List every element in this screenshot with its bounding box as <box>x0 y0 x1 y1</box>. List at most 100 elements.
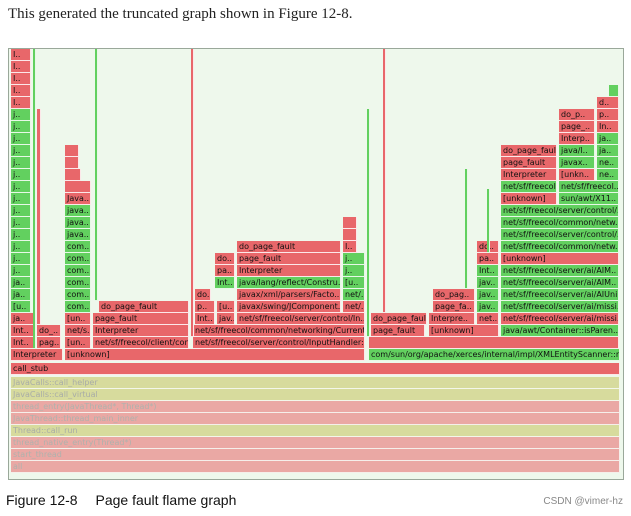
frame-thread-call-run[interactable]: Thread::call_run <box>11 425 620 437</box>
frame-call-helper[interactable]: JavaCalls::call_helper <box>11 377 620 389</box>
frame-do-page-fault-r2[interactable]: do_page_fault <box>501 145 557 157</box>
frame-netsf-freecol[interactable]: net/sf/freecol.. <box>501 181 557 193</box>
frame-in[interactable]: In.. <box>597 121 619 133</box>
frame-pa-r[interactable]: pa.. <box>477 253 499 265</box>
frame-do-page-fault-r1[interactable]: do_page_fault <box>371 313 427 325</box>
frame-sliver-3[interactable] <box>95 49 98 301</box>
frame-int-2[interactable]: Int.. <box>11 325 35 337</box>
frame-j-m2[interactable]: j.. <box>343 253 365 265</box>
frame-javax-xml[interactable]: javax/xml/parsers/Facto.. <box>237 289 341 301</box>
frame-thread-native-entry[interactable]: thread_native_entry(Thread*) <box>11 437 620 449</box>
frame-java-l[interactable]: java/l.. <box>559 145 595 157</box>
frame-pag[interactable]: pag.. <box>37 337 61 349</box>
frame-i-1[interactable]: I.. <box>11 97 31 109</box>
frame-java-1[interactable]: java.. <box>65 229 91 241</box>
frame-ja-r[interactable]: ja.. <box>597 145 619 157</box>
frame-interpre[interactable]: Interpre.. <box>429 313 475 325</box>
frame-do-page-fault-m[interactable]: do_page_fault <box>237 241 341 253</box>
frame-jav-r[interactable]: jav.. <box>477 301 499 313</box>
frame-common-netw[interactable]: net/sf/freecol/common/netw.. <box>501 241 619 253</box>
frame-jav-r3[interactable]: jav.. <box>477 277 499 289</box>
frame-thread-entry[interactable]: thread_entry(JavaThread*, Thread*) <box>11 401 620 413</box>
frame-jav-m[interactable]: jav.. <box>217 313 235 325</box>
frame-interpreter[interactable]: Interpreter <box>11 349 63 361</box>
frame-page-fault[interactable]: page_fault <box>93 313 189 325</box>
frame-common-current[interactable]: net/sf/freecol/common/networking/Current… <box>193 325 365 337</box>
frame-java-thread-main-inner[interactable]: JavaThread::thread_main_inner <box>11 413 620 425</box>
frame-block-l3[interactable] <box>65 157 79 169</box>
frame-sun-awt[interactable]: sun/awt/X11.. <box>559 193 619 205</box>
frame-sliver-4[interactable] <box>191 49 194 337</box>
frame-ai-aim-2[interactable]: net/sf/freecol/server/ai/AIM.. <box>501 265 619 277</box>
frame-ai-aiuni[interactable]: net/sf/freecol/server/ai/AIUni.. <box>501 289 619 301</box>
frame-j-5[interactable]: j.. <box>11 217 31 229</box>
frame-com-5[interactable]: com.. <box>65 253 91 265</box>
frame-pa-m[interactable]: pa.. <box>215 265 235 277</box>
frame-block-l2[interactable] <box>65 169 81 181</box>
frame-d-m[interactable]: do.. <box>195 289 211 301</box>
frame-interpreter-2[interactable]: Interpreter <box>93 325 189 337</box>
frame-com-2[interactable]: com.. <box>65 289 91 301</box>
frame-call-stub[interactable]: call_stub <box>11 363 620 375</box>
frame-j-1[interactable]: j.. <box>11 265 31 277</box>
frame-sliver-8[interactable] <box>487 189 490 253</box>
frame-xerces-scanner[interactable]: com/sun/org/apache/xerces/internal/impl/… <box>369 349 620 361</box>
frame-server-in[interactable]: net/sf/freecol/server/control/In.. <box>237 313 365 325</box>
frame-j-10[interactable]: j.. <box>11 157 31 169</box>
frame-unknown-r3[interactable]: [unknown] <box>501 193 557 205</box>
frame-java-2[interactable]: java.. <box>65 217 91 229</box>
frame-javax-swing[interactable]: javax/swing/JComponent.. <box>237 301 341 313</box>
frame-do[interactable]: do_.. <box>37 325 61 337</box>
frame-ai-aim[interactable]: net/sf/freecol/server/ai/AIM.. <box>501 277 619 289</box>
frame-j-7[interactable]: j.. <box>11 193 31 205</box>
frame-nets[interactable]: net/s.. <box>65 325 91 337</box>
frame-u-m[interactable]: [u.. <box>217 301 235 313</box>
frame-int-m2[interactable]: Int.. <box>215 277 235 289</box>
frame-j-2[interactable]: j.. <box>11 253 31 265</box>
frame-com-1[interactable]: com.. <box>65 301 91 313</box>
frame-do-p[interactable]: do_p.. <box>559 109 595 121</box>
frame-server-control[interactable]: net/sf/freecol/server/control/.. <box>501 229 619 241</box>
frame-jav-r2[interactable]: jav.. <box>477 289 499 301</box>
frame-ja-3[interactable]: ja.. <box>11 277 31 289</box>
frame-i-2[interactable]: I.. <box>11 85 31 97</box>
frame-block-r1[interactable] <box>609 85 619 97</box>
frame-ja[interactable]: ja.. <box>11 313 35 325</box>
frame-j-9[interactable]: j.. <box>11 169 31 181</box>
frame-block-l4[interactable] <box>65 145 79 157</box>
frame-u-m2[interactable]: [u.. <box>343 277 365 289</box>
frame-ja-r2[interactable]: ja.. <box>597 133 619 145</box>
frame-unknown-r2[interactable]: [unknown] <box>501 253 619 265</box>
frame-page[interactable]: page_.. <box>559 121 595 133</box>
frame-server-input-handler[interactable]: net/sf/freecol/server/control/InputHandl… <box>193 337 365 349</box>
frame-com-3[interactable]: com.. <box>65 277 91 289</box>
frame-j-8[interactable]: j.. <box>11 181 31 193</box>
frame-block-m1[interactable] <box>343 229 357 241</box>
frame-ne[interactable]: ne.. <box>597 169 619 181</box>
frame-d-r[interactable]: d.. <box>597 97 619 109</box>
frame-block-m2[interactable] <box>343 217 357 229</box>
frame-j-14[interactable]: j.. <box>11 109 31 121</box>
frame-start-thread[interactable]: start_thread <box>11 449 620 461</box>
frame-call-virtual[interactable]: JavaCalls::call_virtual <box>11 389 620 401</box>
frame-page-fault-r1[interactable]: page_fault <box>371 325 425 337</box>
frame-page-fault-m[interactable]: page_fault <box>237 253 341 265</box>
frame-sliver-2[interactable] <box>37 109 41 325</box>
frame-unknown[interactable]: [unknown] <box>65 349 365 361</box>
frame-container-isparen[interactable]: java/awt/Container::isParen.. <box>501 325 619 337</box>
frame-server-control-2[interactable]: net/sf/freecol/server/control/.. <box>501 205 619 217</box>
frame-i-3[interactable]: I.. <box>11 73 31 85</box>
frame-all[interactable]: all <box>11 461 620 473</box>
frame-int-r[interactable]: Int.. <box>477 265 499 277</box>
frame-net-m2[interactable]: net/.. <box>343 289 365 301</box>
frame-u[interactable]: [u.. <box>11 301 31 313</box>
frame-ne-2[interactable]: ne.. <box>597 157 619 169</box>
frame-netsf-client[interactable]: net/sf/freecol/client/con.. <box>93 337 189 349</box>
frame-page-fault-r2[interactable]: page_fault <box>501 157 557 169</box>
frame-netsf-freecol-2[interactable]: net/sf/freecol.. <box>559 181 619 193</box>
frame-net-r[interactable]: net.. <box>477 313 499 325</box>
frame-sliver-7[interactable] <box>465 169 468 289</box>
frame-un[interactable]: [un.. <box>65 337 91 349</box>
frame-ai-missi[interactable]: net/sf/freecol/server/ai/missi.. <box>501 313 619 325</box>
frame-i-m[interactable]: I.. <box>343 241 357 253</box>
